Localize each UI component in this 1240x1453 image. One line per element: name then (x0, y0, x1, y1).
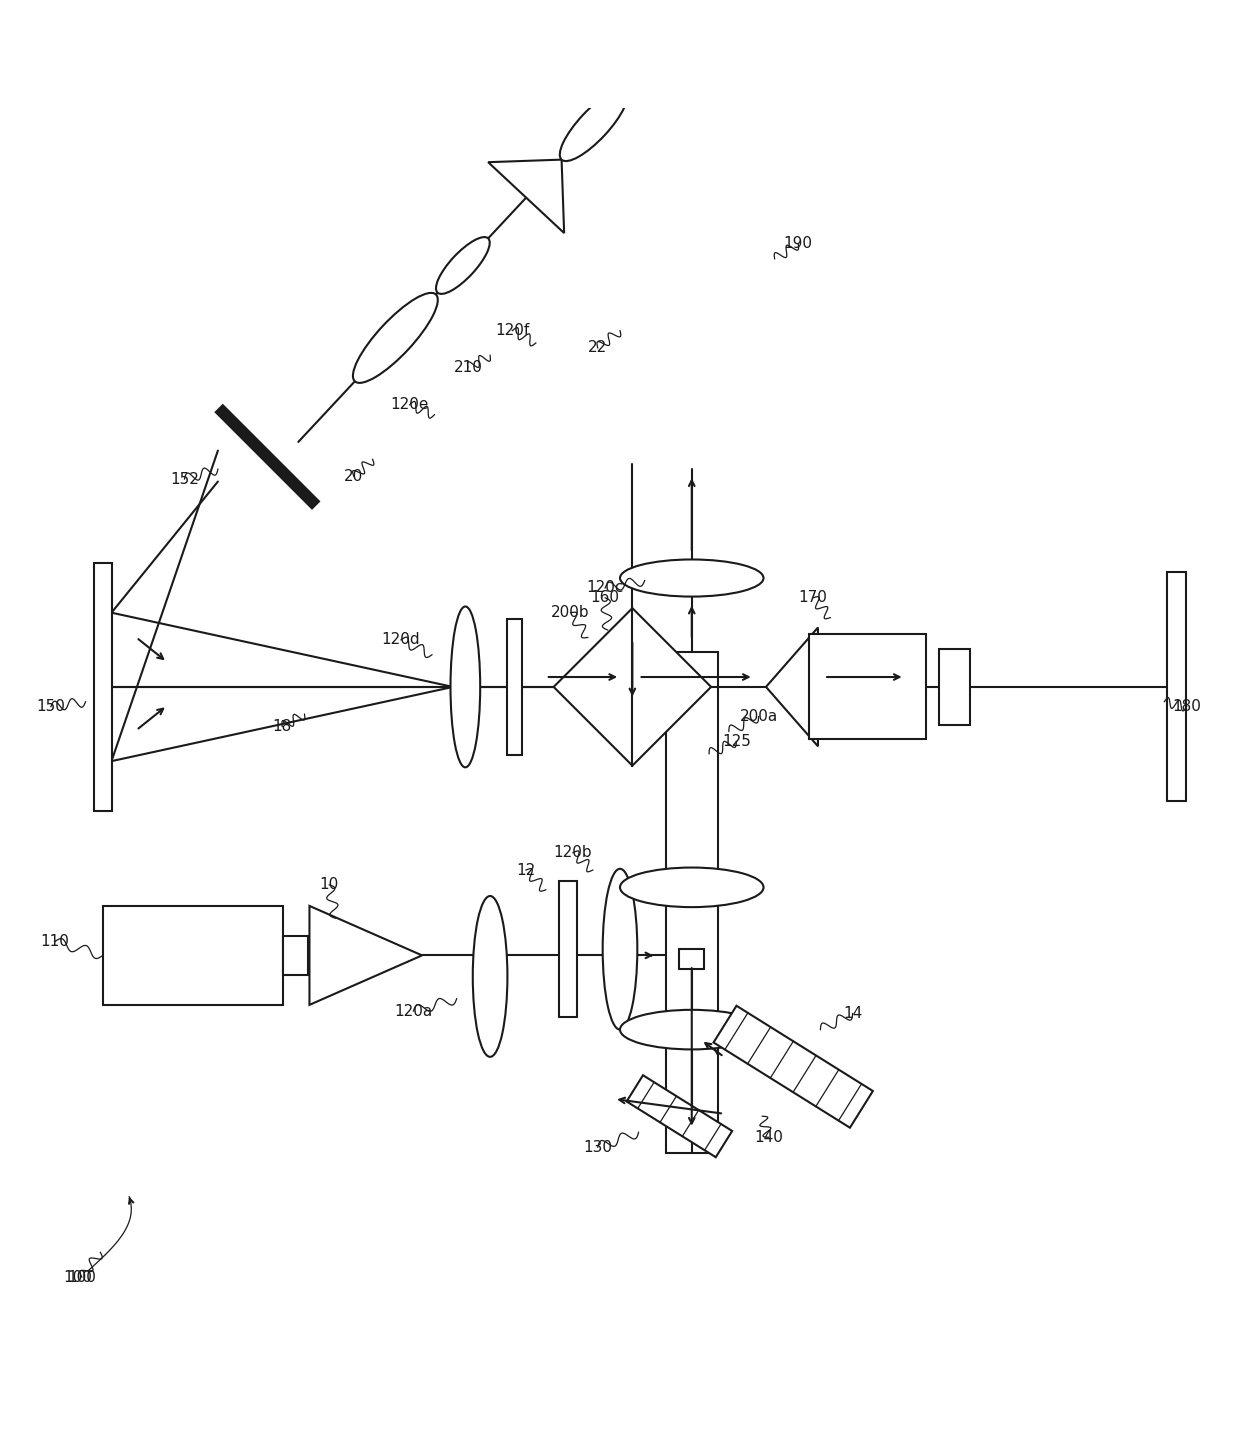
Text: 125: 125 (722, 734, 750, 748)
Text: 200b: 200b (552, 606, 590, 620)
Polygon shape (626, 1075, 732, 1157)
Ellipse shape (559, 90, 627, 161)
Ellipse shape (620, 1010, 764, 1049)
Text: 120c: 120c (587, 580, 624, 596)
Polygon shape (94, 564, 112, 811)
Ellipse shape (620, 867, 764, 907)
Text: 22: 22 (588, 340, 608, 356)
Text: 150: 150 (36, 699, 66, 715)
Text: 152: 152 (170, 472, 198, 487)
Polygon shape (559, 881, 577, 1017)
Ellipse shape (436, 237, 490, 294)
Polygon shape (689, 0, 760, 20)
Text: 110: 110 (40, 934, 69, 949)
Text: 210: 210 (454, 360, 482, 375)
Polygon shape (1168, 572, 1185, 802)
Ellipse shape (450, 606, 480, 767)
Polygon shape (808, 635, 926, 740)
Polygon shape (507, 619, 522, 756)
Text: 190: 190 (784, 237, 812, 251)
Text: 200a: 200a (739, 709, 777, 724)
Text: 14: 14 (843, 1005, 862, 1021)
Polygon shape (766, 628, 818, 747)
Text: 170: 170 (799, 590, 827, 606)
Text: 120d: 120d (382, 632, 420, 648)
Text: 20: 20 (345, 469, 363, 484)
Polygon shape (680, 949, 704, 969)
Text: 12: 12 (516, 863, 536, 878)
Polygon shape (103, 905, 283, 1005)
Text: 180: 180 (1172, 699, 1202, 715)
Text: 10: 10 (320, 878, 339, 892)
Text: 100: 100 (67, 1270, 97, 1284)
Ellipse shape (603, 869, 637, 1030)
Ellipse shape (472, 897, 507, 1056)
Polygon shape (651, 0, 906, 52)
Text: 120b: 120b (554, 846, 593, 860)
Text: 120f: 120f (495, 323, 529, 339)
Polygon shape (216, 405, 319, 509)
Polygon shape (939, 648, 970, 725)
Polygon shape (310, 905, 422, 1005)
Polygon shape (553, 609, 711, 766)
Ellipse shape (618, 25, 688, 100)
Text: 120a: 120a (394, 1004, 433, 1019)
Polygon shape (284, 936, 309, 975)
Text: 160: 160 (590, 590, 620, 606)
Polygon shape (489, 160, 564, 232)
Ellipse shape (620, 559, 764, 597)
Text: 18: 18 (273, 719, 291, 734)
Polygon shape (713, 1005, 873, 1128)
Text: 140: 140 (754, 1130, 782, 1145)
Text: 130: 130 (583, 1139, 613, 1155)
Text: 100: 100 (63, 1270, 93, 1284)
Ellipse shape (353, 294, 438, 384)
Text: 120e: 120e (391, 397, 429, 413)
